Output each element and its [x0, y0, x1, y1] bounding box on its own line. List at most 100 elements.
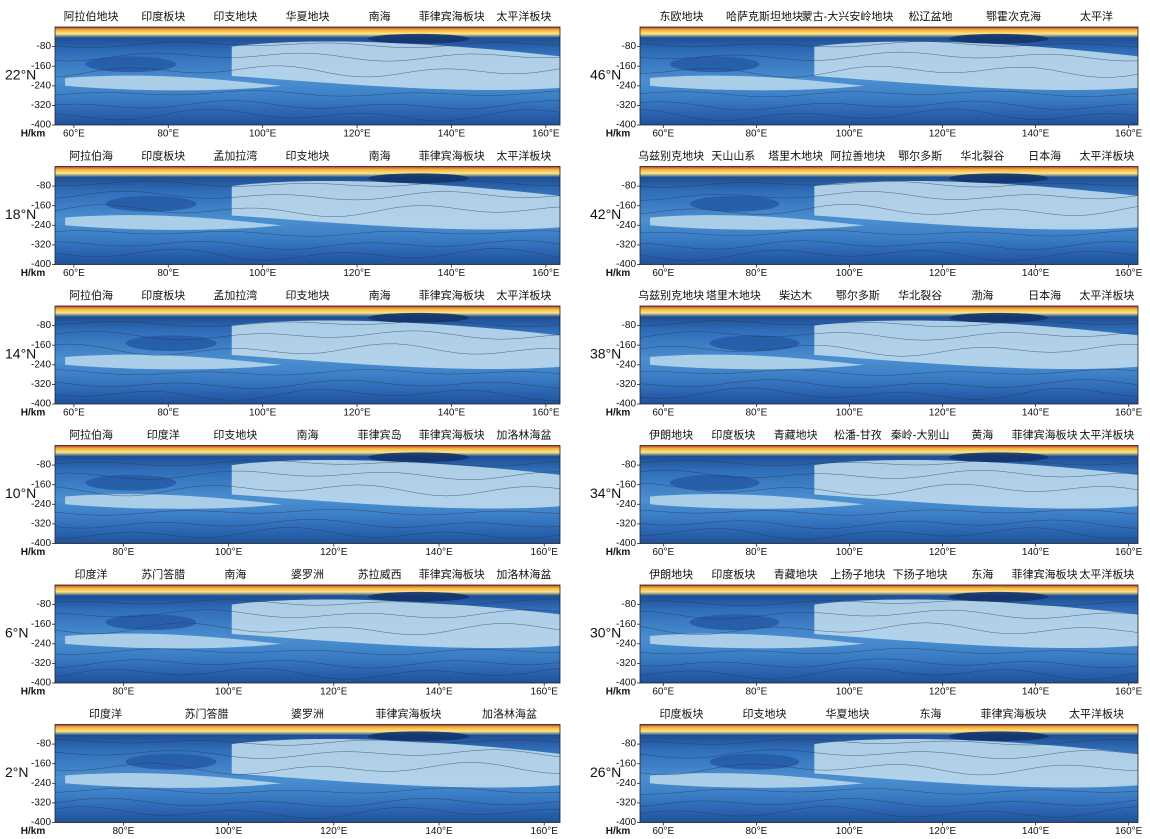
- y-tick-label: -80: [37, 320, 52, 331]
- y-tick-label: -240: [616, 778, 636, 789]
- contour-line: [639, 658, 1139, 669]
- panel: -80 -160 -240 -320 -400 80°E 100°E 120°E 140°E 16…: [5, 707, 561, 837]
- x-tick-label: 160°E: [532, 129, 560, 140]
- x-tick-label: 140°E: [1022, 687, 1050, 698]
- region-label: 菲律宾海板块: [419, 9, 485, 23]
- region-label: 加洛林海盆: [496, 428, 551, 442]
- low-velocity-zone: [231, 599, 560, 649]
- high-velocity-zone: [948, 33, 1049, 44]
- panel: -80 -160 -240 -320 -400 60°E 80°E 100°E 120°E 140…: [5, 288, 561, 419]
- plot-frame: [54, 305, 561, 405]
- contour-line: [54, 389, 561, 401]
- x-tick-label: 100°E: [249, 408, 277, 419]
- x-tick-label: 140°E: [438, 408, 466, 419]
- region-label: 天山山系: [711, 150, 755, 163]
- y-tick-label: -400: [616, 678, 636, 689]
- region-label: 松辽盆地: [909, 9, 953, 23]
- contour-line: [54, 749, 561, 759]
- x-tick-label: 140°E: [438, 129, 466, 140]
- high-velocity-zone: [948, 452, 1049, 463]
- y-tick-label: -80: [37, 181, 52, 192]
- region-label: 太平洋板块: [1079, 428, 1134, 442]
- low-velocity-zone: [814, 739, 1138, 788]
- y-axis-label: H/km: [606, 826, 631, 837]
- low-velocity-zone: [649, 773, 865, 788]
- y-tick-label: -240: [616, 220, 636, 231]
- y-axis-label: H/km: [606, 547, 631, 558]
- low-velocity-zone: [814, 41, 1138, 91]
- plot-frame: [54, 445, 561, 544]
- x-tick-label: 80°E: [112, 826, 134, 837]
- region-label: 太平洋板块: [496, 9, 551, 23]
- high-velocity-zone: [368, 312, 470, 323]
- region-label: 下扬子地块: [893, 567, 948, 581]
- high-velocity-zone: [125, 753, 217, 770]
- latitude-label: 2°N: [5, 764, 29, 780]
- region-label: 太平洋: [1080, 9, 1113, 23]
- high-velocity-zone: [105, 614, 197, 631]
- x-tick-label: 60°E: [652, 687, 674, 698]
- y-tick-label: -400: [31, 399, 51, 410]
- y-tick-label: -160: [31, 479, 51, 490]
- contour-line: [54, 762, 561, 775]
- latitude-label: 42°N: [590, 206, 621, 222]
- y-axis-label: H/km: [21, 408, 46, 419]
- y-tick-label: -160: [616, 200, 636, 211]
- region-label: 苏门答腊: [141, 567, 185, 581]
- contour-line: [54, 648, 560, 655]
- region-label: 南海: [297, 428, 319, 442]
- x-tick-label: 160°E: [1115, 547, 1143, 558]
- low-velocity-zone: [65, 633, 283, 649]
- high-velocity-zone: [105, 195, 197, 212]
- contour-line: [639, 387, 1139, 400]
- x-tick-label: 160°E: [1115, 408, 1143, 419]
- y-axis-label: H/km: [21, 129, 46, 140]
- x-tick-label: 100°E: [249, 129, 277, 140]
- region-label: 婆罗洲: [291, 568, 324, 581]
- y-tick-label: -240: [31, 638, 51, 649]
- panel: -80 -160 -240 -320 -400 60°E 80°E 100°E 120°E 140…: [5, 9, 561, 140]
- contour-line: [55, 180, 560, 187]
- contour-line: [639, 90, 1139, 98]
- region-label: 印支地块: [286, 289, 330, 302]
- region-label: 鄂尔多斯: [898, 149, 942, 163]
- x-tick-label: 60°E: [652, 826, 674, 837]
- latitude-label: 38°N: [590, 346, 621, 362]
- low-velocity-zone: [65, 75, 283, 91]
- panel: -80 -160 -240 -320 -400 60°E 80°E 100°E 120°E 140…: [5, 149, 561, 279]
- y-tick-label: -400: [31, 538, 51, 549]
- region-label: 太平洋板块: [1079, 149, 1134, 163]
- high-velocity-zone: [709, 753, 800, 770]
- region-label: 鄂霍次克海: [986, 9, 1041, 23]
- region-label: 孟加拉湾: [213, 149, 257, 163]
- region-label: 阿拉善地块: [830, 149, 885, 163]
- region-label: 印支地块: [213, 10, 257, 23]
- y-tick-label: -240: [31, 359, 51, 370]
- low-velocity-zone: [231, 460, 560, 509]
- x-tick-label: 120°E: [929, 129, 957, 140]
- contour-line: [639, 749, 1139, 759]
- region-label: 黄海: [971, 428, 993, 442]
- low-velocity-zone: [231, 320, 560, 370]
- low-velocity-zone: [814, 599, 1138, 649]
- y-tick-label: -80: [622, 181, 637, 192]
- contour-line: [639, 667, 1139, 680]
- x-tick-label: 100°E: [836, 547, 864, 558]
- high-velocity-zone: [368, 731, 470, 742]
- panel: -80 -160 -240 -320 -400 80°E 100°E 120°E 140°E 16…: [5, 428, 561, 558]
- high-velocity-zone: [669, 56, 760, 73]
- region-label: 印度洋: [147, 428, 180, 442]
- region-label: 青藏地块: [774, 568, 818, 581]
- low-velocity-zone: [649, 494, 865, 509]
- contour-line: [54, 343, 561, 356]
- panel: -80 -160 -240 -320 -400 60°E 80°E 100°E 120°E 140…: [590, 288, 1143, 419]
- x-tick-label: 100°E: [215, 687, 243, 698]
- x-tick-label: 120°E: [320, 547, 348, 558]
- high-velocity-zone: [85, 474, 177, 491]
- contour-line: [640, 369, 1139, 376]
- y-tick-label: -80: [37, 739, 52, 750]
- y-tick-label: -400: [616, 817, 636, 828]
- x-tick-label: 80°E: [157, 129, 179, 140]
- region-label: 上扬子地块: [830, 567, 885, 581]
- region-label: 秦岭-大别山: [891, 428, 950, 442]
